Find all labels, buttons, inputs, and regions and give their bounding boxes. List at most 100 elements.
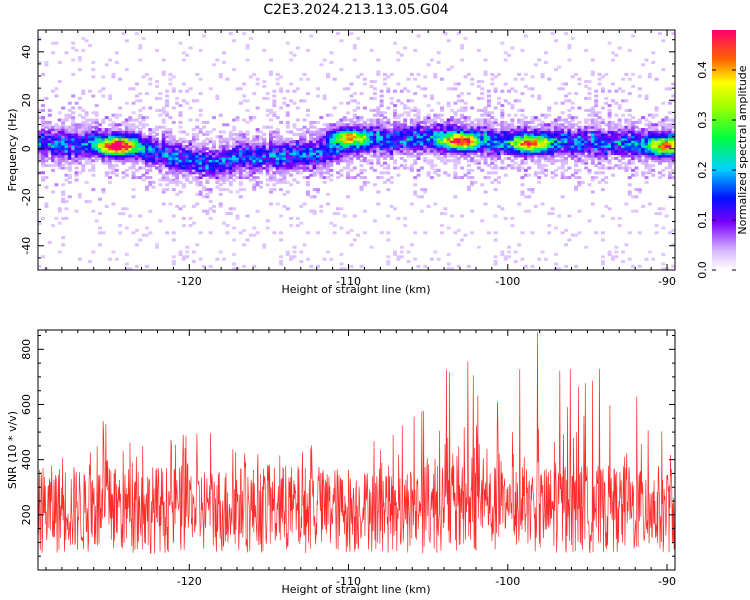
heatmap-cell: [252, 264, 257, 268]
heatmap-cell: [165, 161, 170, 165]
heatmap-cell: [523, 144, 528, 148]
heatmap-cell: [312, 149, 317, 153]
heatmap-cell: [617, 132, 622, 136]
heatmap-cell: [165, 142, 170, 146]
heatmap-cell: [232, 118, 237, 122]
heatmap-cell: [64, 154, 69, 158]
heatmap-cell: [520, 231, 525, 235]
heatmap-cell: [94, 113, 99, 117]
heatmap-cell: [131, 142, 136, 146]
heatmap-cell: [503, 128, 508, 132]
heatmap-cell: [493, 238, 498, 242]
heatmap-cell: [416, 173, 421, 177]
heatmap-cell: [245, 142, 250, 146]
heatmap-cell: [570, 123, 575, 127]
heatmap-cell: [550, 161, 555, 165]
heatmap-cell: [651, 149, 656, 153]
heatmap-cell: [312, 154, 317, 158]
heatmap-cell: [647, 137, 652, 141]
heatmap-cell: [393, 207, 398, 211]
heatmap-cell: [450, 159, 455, 163]
heatmap-cell: [272, 94, 277, 98]
heatmap-cell: [450, 128, 455, 132]
heatmap-cell: [540, 125, 545, 129]
heatmap-cell: [426, 137, 431, 141]
heatmap-cell: [470, 152, 475, 156]
heatmap-cell: [366, 130, 371, 134]
heatmap-cell: [409, 137, 414, 141]
heatmap-cell: [57, 161, 62, 165]
heatmap-cell: [436, 60, 441, 64]
heatmap-cell: [94, 152, 99, 156]
heatmap-cell: [134, 264, 139, 268]
heatmap-cell: [352, 130, 357, 134]
heatmap-cell: [191, 137, 196, 141]
heatmap-cell: [205, 178, 210, 182]
heatmap-cell: [517, 166, 522, 170]
heatmap-cell: [483, 118, 488, 122]
heatmap-cell: [399, 113, 404, 117]
heatmap-cell: [299, 154, 304, 158]
heatmap-cell: [128, 140, 133, 144]
heatmap-cell: [483, 137, 488, 141]
heatmap-cell: [64, 161, 69, 165]
heatmap-cell: [255, 180, 260, 184]
heatmap-cell: [423, 142, 428, 146]
heatmap-cell: [631, 137, 636, 141]
heatmap-cell: [171, 75, 176, 79]
heatmap-cell: [57, 132, 62, 136]
heatmap-cell: [594, 142, 599, 146]
heatmap-cell: [342, 267, 347, 270]
heatmap-cell: [302, 125, 307, 129]
heatmap-cell: [81, 128, 86, 132]
heatmap-cell: [67, 125, 72, 129]
heatmap-cell: [94, 118, 99, 122]
heatmap-cell: [386, 231, 391, 235]
heatmap-cell: [71, 144, 76, 148]
heatmap-cell: [443, 171, 448, 175]
heatmap-cell: [252, 188, 257, 192]
heatmap-cell: [155, 245, 159, 249]
heatmap-cell: [667, 166, 672, 170]
heatmap-cell: [134, 118, 139, 122]
heatmap-cell: [624, 166, 629, 170]
heatmap-cell: [443, 123, 448, 127]
heatmap-cell: [188, 224, 193, 228]
heatmap-cell: [510, 132, 515, 136]
heatmap-cell: [346, 195, 351, 199]
heatmap-cell: [118, 142, 123, 146]
heatmap-cell: [181, 183, 186, 187]
heatmap-cell: [51, 132, 56, 136]
heatmap-cell: [108, 58, 113, 62]
heatmap-cell: [490, 72, 495, 76]
heatmap-cell: [315, 142, 320, 146]
heatmap-cell: [262, 96, 267, 100]
heatmap-cell: [564, 32, 569, 36]
heatmap-cell: [537, 142, 542, 146]
heatmap-cell: [627, 130, 632, 134]
heatmap-cell: [255, 156, 260, 160]
heatmap-cell: [426, 113, 431, 117]
heatmap-cell: [201, 166, 206, 170]
heatmap-cell: [64, 118, 69, 122]
heatmap-cell: [600, 262, 605, 266]
heatmap-cell: [235, 154, 240, 158]
heatmap-cell: [41, 118, 45, 122]
heatmap-cell: [600, 166, 605, 170]
heatmap-cell: [208, 231, 213, 235]
heatmap-cell: [339, 118, 344, 122]
heatmap-cell: [476, 154, 481, 158]
heatmap-cell: [77, 161, 82, 165]
heatmap-cell: [386, 147, 391, 151]
heatmap-cell: [138, 132, 143, 136]
heatmap-cell: [590, 161, 595, 165]
heatmap-cell: [500, 113, 505, 117]
heatmap-cell: [523, 120, 528, 124]
heatmap-cell: [543, 144, 548, 148]
heatmap-cell: [121, 140, 126, 144]
heatmap-cell: [74, 209, 79, 213]
heatmap-cell: [611, 142, 615, 146]
heatmap-cell: [322, 180, 327, 184]
x-tick-label: -90: [658, 275, 676, 288]
heatmap-cell: [651, 135, 656, 139]
